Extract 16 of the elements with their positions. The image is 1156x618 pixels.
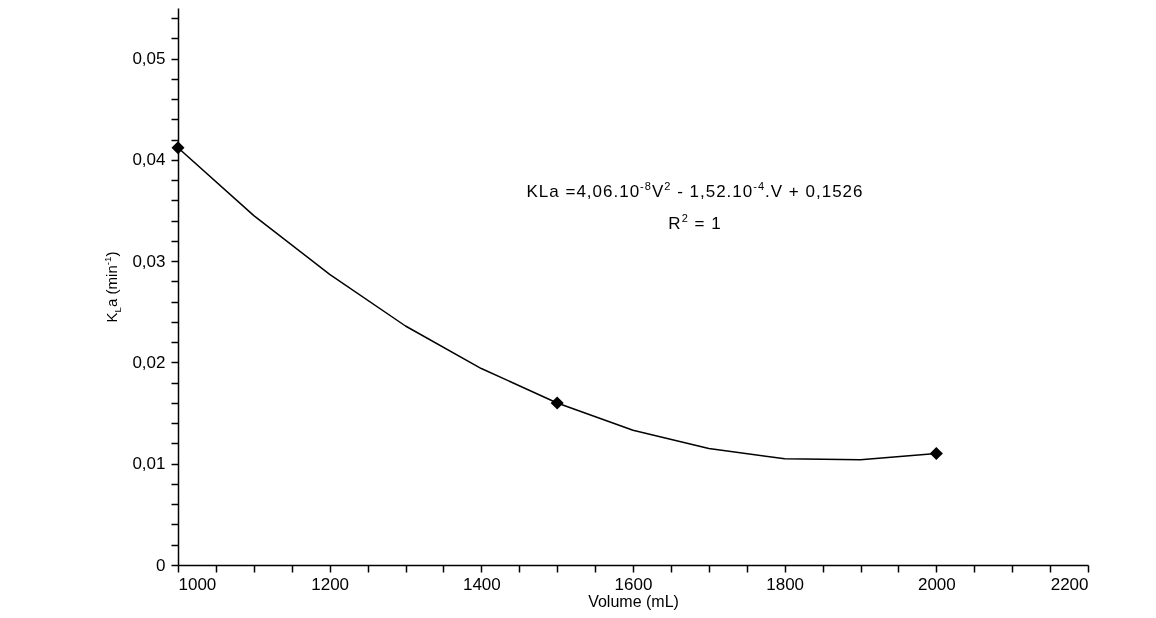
x-tick-label: 1200 <box>311 574 350 594</box>
x-tick-label: 1400 <box>462 574 501 594</box>
x-tick-label: 2200 <box>1050 574 1089 594</box>
x-tick-label: 2000 <box>917 574 956 594</box>
y-tick-label: 0,05 <box>132 49 166 69</box>
x-tick-label: 1800 <box>766 574 805 594</box>
x-tick-label: 1000 <box>178 574 217 594</box>
x-axis-title: Volume (mL) <box>588 592 679 610</box>
y-tick-label: 0,02 <box>132 352 166 372</box>
y-tick-label: 0,04 <box>132 150 166 170</box>
x-tick-label: 1600 <box>614 574 653 594</box>
annotation: R$^{2}$ = 1 <box>668 212 722 234</box>
y-tick-label: 0 <box>156 555 166 575</box>
annotation: KLa =4,06.10$^{-8}$V$^{2}$ - 1,52.10$^{-4}$.V + 0,1526 <box>526 180 864 202</box>
y-tick-label: 0,03 <box>132 251 166 271</box>
y-tick-label: 0,01 <box>132 454 166 474</box>
